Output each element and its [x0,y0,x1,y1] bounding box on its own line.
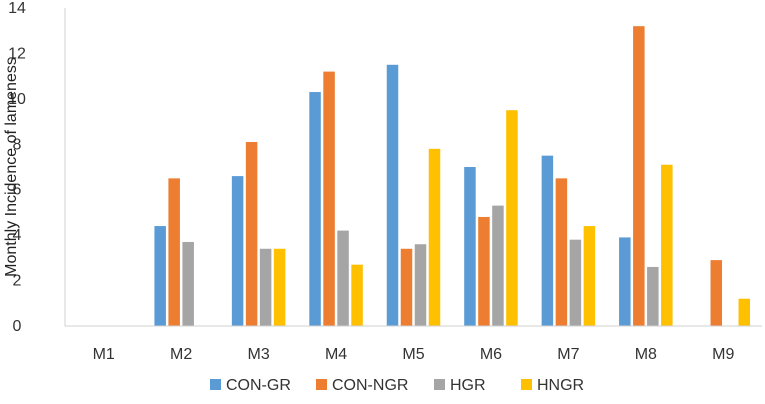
bar-con-gr-m7 [541,155,554,326]
x-tick-label: M9 [712,346,734,363]
legend-label: HNGR [537,377,584,394]
y-axis-title: Monthly Incidence of lameness [3,57,20,277]
y-tick-label: 12 [8,45,26,62]
x-tick-label: M6 [480,346,502,363]
y-axis-ticks: 0 2 4 6 8 10 12 14 [8,0,26,335]
bar-hgr-m6 [492,205,504,326]
bar-hngr-m6 [506,110,518,327]
bar-hngr-m5 [428,148,441,326]
bar-con-ngr-m8 [633,26,645,326]
y-tick-label: 14 [8,0,26,17]
legend-swatch [210,379,221,390]
x-tick-label: M5 [402,346,424,363]
x-tick-label: M4 [325,346,347,363]
bars [154,26,751,327]
legend: CON-GR CON-NGR HGR HNGR [210,377,584,394]
bar-con-ngr-m7 [555,178,568,326]
bar-con-ngr-m5 [400,248,413,326]
bar-con-ngr-m9 [710,260,723,326]
x-axis-ticks: M1 M2 M3 M4 M5 M6 M7 M8 M9 [93,346,735,363]
bar-con-gr-m5 [386,64,399,326]
bar-con-ngr-m4 [323,71,335,326]
legend-label: CON-NGR [332,377,408,394]
x-tick-label: M1 [93,346,115,363]
legend-swatch [521,379,532,390]
y-tick-label: 6 [13,182,22,199]
bar-con-ngr-m2 [168,178,180,326]
x-tick-label: M3 [247,346,269,363]
x-tick-label: M8 [635,346,657,363]
bar-hgr-m2 [182,241,194,326]
y-tick-label: 8 [13,136,22,153]
bar-con-gr-m3 [231,176,244,326]
bar-con-gr-m6 [464,167,476,326]
legend-label: HGR [450,377,486,394]
bar-hgr-m4 [337,230,349,326]
bar-hngr-m3 [273,248,286,326]
bar-hngr-m4 [351,264,363,326]
bar-hgr-m3 [259,248,272,326]
bar-hngr-m8 [661,164,673,326]
bar-con-gr-m2 [154,226,166,326]
y-tick-label: 2 [13,273,22,290]
bar-hngr-m9 [738,298,751,326]
bar-con-ngr-m6 [478,216,490,326]
bar-hgr-m5 [414,244,427,326]
bar-con-gr-m8 [619,237,631,326]
x-tick-label: M7 [557,346,579,363]
legend-label: CON-GR [226,377,291,394]
bar-hngr-m7 [583,226,596,326]
x-tick-label: M2 [170,346,192,363]
bar-con-ngr-m3 [245,142,258,326]
legend-swatch [434,379,445,390]
y-tick-label: 10 [8,91,26,108]
bar-hgr-m8 [647,266,659,326]
y-tick-label: 4 [13,227,22,244]
bar-hgr-m7 [569,239,582,326]
bar-con-gr-m4 [309,92,321,326]
legend-swatch [316,379,327,390]
y-tick-label: 0 [13,318,22,335]
